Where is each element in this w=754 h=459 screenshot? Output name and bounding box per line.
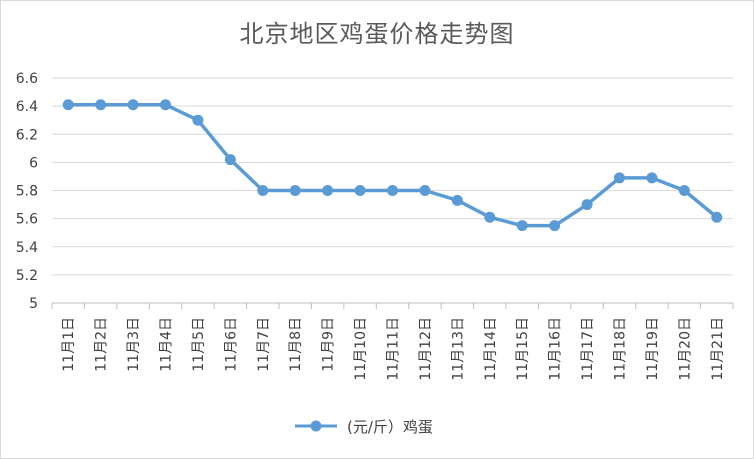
data-point (711, 211, 723, 223)
data-point (192, 114, 204, 126)
x-tick-label: 11月8日 (288, 317, 304, 372)
x-tick-label: 11月12日 (418, 317, 434, 381)
data-point (646, 172, 658, 184)
legend-swatch (295, 420, 337, 432)
data-point (160, 99, 171, 111)
data-point (95, 99, 107, 111)
y-axis-ticks: 5 5.2 5.4 5.6 5.8 6 6.2 6.4 6.6 (16, 71, 38, 312)
legend-label: (元/斤）鸡蛋 (347, 417, 433, 436)
data-point (354, 185, 366, 196)
x-tick-label: 11月5日 (191, 317, 207, 372)
y-tick-label: 6.4 (16, 99, 38, 115)
data-point (614, 172, 625, 184)
x-tick-label: 11月21日 (710, 317, 726, 381)
x-tick-label: 11月17日 (580, 317, 596, 381)
data-point (581, 199, 593, 211)
x-tick-label: 11月18日 (613, 317, 629, 381)
x-tick-label: 11月11日 (386, 317, 402, 381)
chart-title: 北京地区鸡蛋价格走势图 (239, 20, 515, 48)
legend: (元/斤）鸡蛋 (293, 414, 433, 438)
data-point (257, 185, 269, 196)
data-point (516, 220, 528, 232)
series-group (62, 99, 723, 232)
x-tick-label: 11月7日 (256, 317, 272, 372)
x-tick-label: 11月9日 (321, 317, 337, 372)
x-tick-label: 11月13日 (450, 317, 466, 381)
data-point (387, 185, 398, 196)
x-tick-label: 11月1日 (61, 317, 77, 372)
x-tick-label: 11月20日 (677, 317, 693, 381)
y-tick-label: 5.2 (16, 268, 38, 284)
y-tick-label: 5.6 (16, 212, 38, 228)
x-tick-label: 11月10日 (353, 317, 369, 381)
x-axis-ticks: 11月1日 11月2日 11月3日 11月4日 11月5日 11月6日 11月7日 11月8日… (61, 317, 726, 381)
x-tick-label: 11月14日 (483, 317, 499, 381)
series-line (66, 102, 719, 228)
y-tick-label: 6.2 (16, 127, 38, 143)
data-point (322, 185, 334, 196)
data-point (678, 185, 690, 196)
y-tick-label: 6.6 (16, 71, 38, 87)
x-tick-label: 11月3日 (126, 317, 142, 372)
y-tick-label: 6 (29, 155, 38, 171)
y-tick-label: 5 (29, 296, 38, 312)
x-tick-label: 11月6日 (223, 317, 239, 372)
data-point (224, 154, 236, 166)
x-tick-label: 11月15日 (515, 317, 531, 381)
data-point (484, 211, 496, 223)
data-point (451, 194, 463, 206)
x-tick-label: 11月4日 (159, 317, 175, 372)
x-tick-label: 11月16日 (548, 317, 564, 381)
x-tick-label: 11月19日 (645, 317, 661, 381)
data-point (289, 185, 301, 196)
y-tick-label: 5.8 (16, 184, 38, 200)
data-point (549, 220, 561, 232)
data-point (419, 185, 431, 196)
data-point (127, 99, 139, 111)
y-tick-label: 5.4 (16, 240, 38, 256)
data-point (62, 99, 74, 111)
x-tick-label: 11月2日 (94, 317, 110, 372)
x-axis (51, 302, 734, 309)
